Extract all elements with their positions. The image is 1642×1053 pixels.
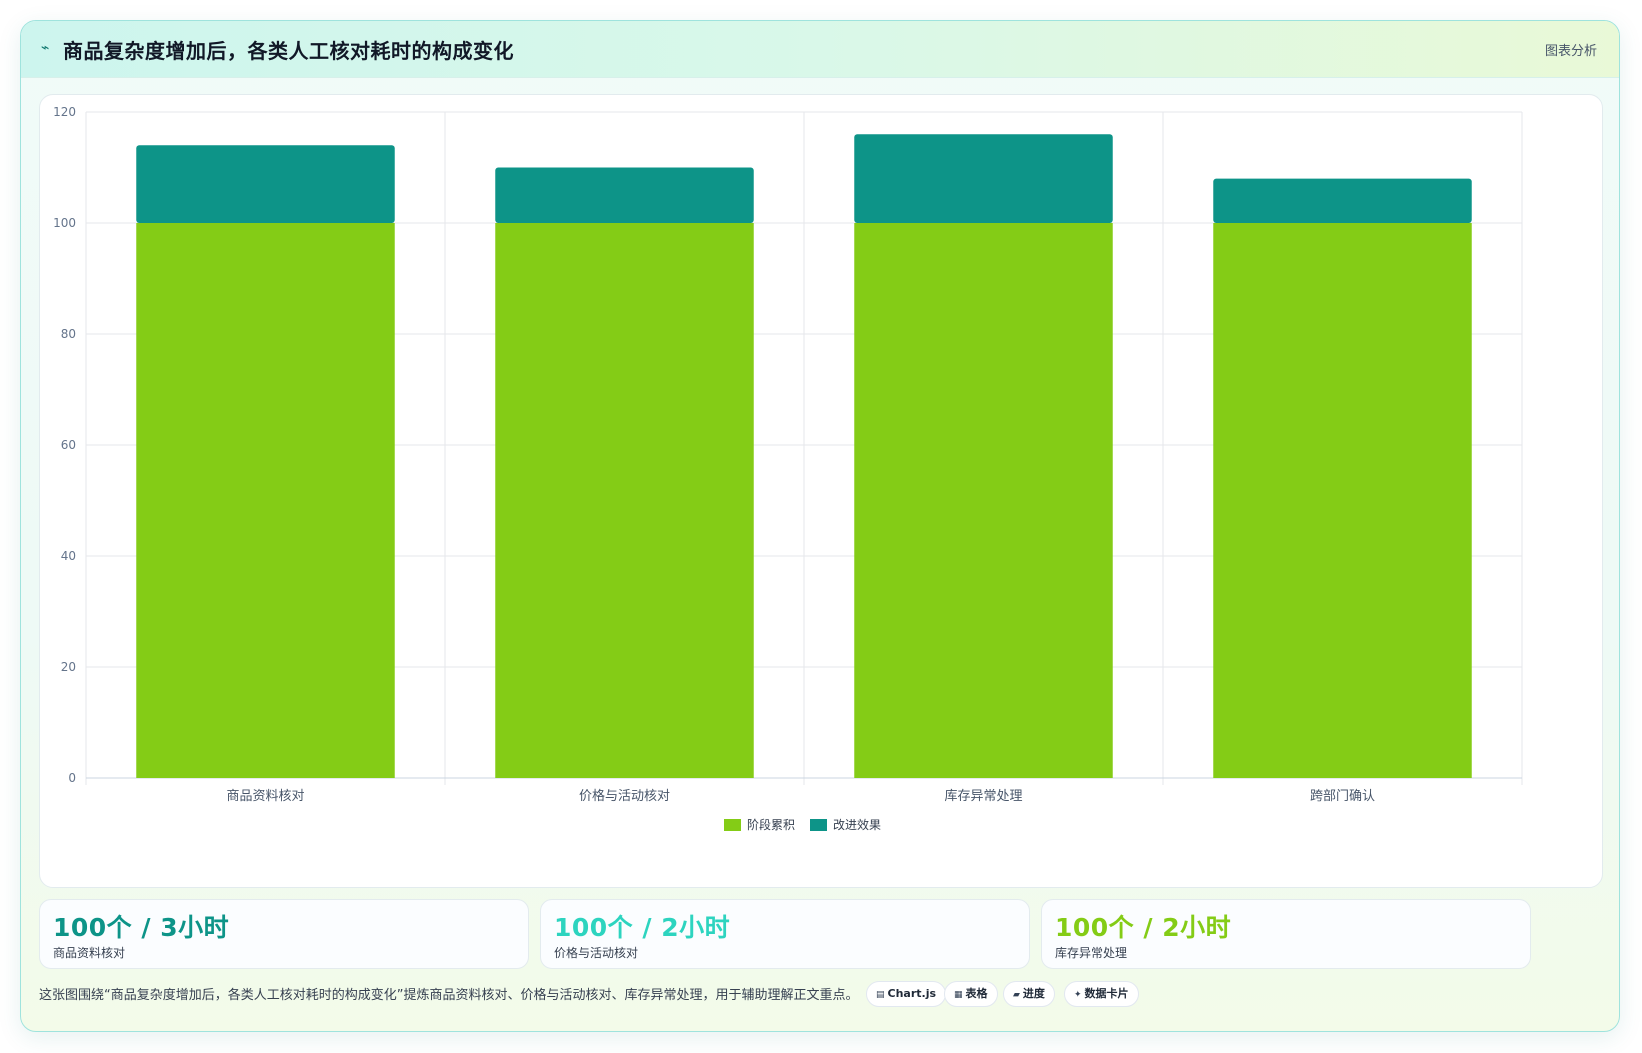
x-tick-label: 商品资料核对 [226, 789, 304, 804]
stat-card: 100个 / 2小时 价格与活动核对 [540, 899, 1030, 969]
chip-label: 表格 [965, 987, 988, 1000]
y-tick-label: 60 [61, 438, 76, 452]
progress-icon: ▰ [1013, 990, 1020, 1000]
chart-analysis-tag[interactable]: 图表分析 [1544, 44, 1597, 59]
chip-progress[interactable]: ▰ 进度 [1003, 981, 1055, 1007]
x-tick-label: 跨部门确认 [1310, 789, 1375, 804]
sparkle-icon: ✦ [1074, 990, 1082, 1000]
card-header: ⌁ 商品复杂度增加后，各类人工核对耗时的构成变化 图表分析 [21, 21, 1619, 78]
legend-label: 阶段累积 [747, 817, 795, 832]
chart-card: ⌁ 商品复杂度增加后，各类人工核对耗时的构成变化 图表分析 0 20 40 60 80 1… [20, 20, 1620, 1032]
chart-plot-area: 0 20 40 60 80 100 120 商品资料核对 价格与活动核对 库存异常处理 跨部门确认阶… [39, 94, 1603, 888]
y-tick-label: 120 [53, 105, 76, 119]
bar-segment [1213, 223, 1472, 778]
chart-title: 商品复杂度增加后，各类人工核对耗时的构成变化 [63, 39, 514, 63]
legend-swatch [810, 819, 827, 831]
stat-label: 商品资料核对 [53, 946, 126, 960]
y-tick-label: 0 [68, 771, 76, 785]
stat-card: 100个 / 3小时 商品资料核对 [39, 899, 529, 969]
chip-label: 进度 [1022, 987, 1045, 1000]
stat-value: 100个 / 2小时 [1055, 913, 1232, 942]
legend-label: 改进效果 [833, 817, 881, 832]
bar-segment [1213, 178, 1472, 223]
trend-line-icon: ⌁ [41, 40, 50, 56]
stat-card: 100个 / 2小时 库存异常处理 [1041, 899, 1531, 969]
y-tick-label: 100 [53, 216, 76, 230]
stat-label: 价格与活动核对 [554, 946, 639, 960]
table-icon: ▦ [954, 990, 963, 1000]
bar-segment [136, 145, 395, 223]
legend-swatch [724, 819, 741, 831]
chip-table[interactable]: ▦ 表格 [944, 981, 998, 1007]
stat-value: 100个 / 2小时 [554, 913, 731, 942]
y-tick-label: 20 [61, 660, 76, 674]
chart-caption: 这张图围绕“商品复杂度增加后，各类人工核对耗时的构成变化”提炼商品资料核对、价格… [39, 988, 859, 1003]
stat-value: 100个 / 3小时 [53, 913, 230, 942]
y-tick-label: 40 [61, 549, 76, 563]
bar-segment [854, 134, 1113, 223]
chart-icon: ▤ [876, 990, 885, 1000]
stacked-bar-chart: 0 20 40 60 80 100 120 商品资料核对 价格与活动核对 库存异常处理 跨部门确认阶… [53, 105, 1523, 832]
stat-label: 库存异常处理 [1055, 946, 1128, 960]
bar-segment [854, 223, 1113, 778]
chip-label: Chart.js [887, 987, 937, 1000]
stat-cards: 100个 / 3小时 商品资料核对 100个 / 2小时 价格与活动核对 100… [39, 899, 1603, 969]
chip-label: 数据卡片 [1084, 987, 1129, 1000]
x-tick-label: 价格与活动核对 [579, 788, 670, 804]
bar-segment [495, 223, 754, 778]
bar-segment [136, 223, 395, 778]
bar-segment [495, 167, 754, 223]
x-tick-label: 库存异常处理 [944, 788, 1022, 804]
chip-data-cards[interactable]: ✦ 数据卡片 [1064, 981, 1139, 1007]
chip-chartjs[interactable]: ▤ Chart.js [866, 981, 947, 1007]
y-tick-label: 80 [61, 327, 76, 341]
